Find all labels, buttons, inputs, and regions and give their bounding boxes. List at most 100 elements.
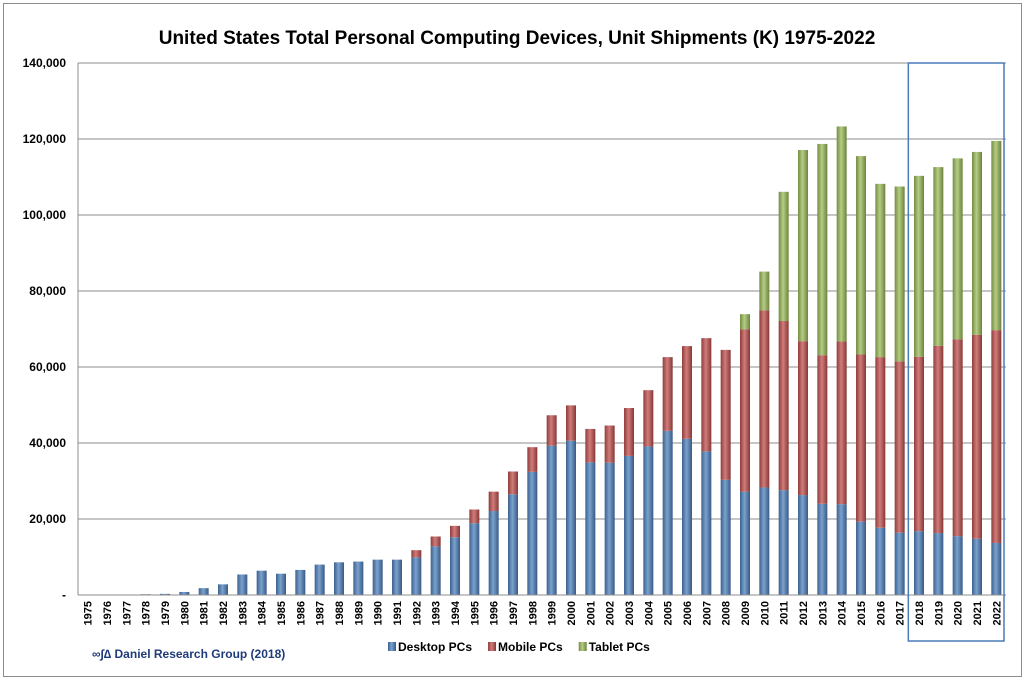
bar-desktop-pcs-2009 — [740, 491, 750, 595]
x-tick-label: 1979 — [160, 601, 172, 625]
bar-mobile-pcs-1992 — [411, 550, 422, 558]
x-tick-label: 2006 — [682, 601, 694, 625]
bar-mobile-pcs-2012 — [798, 341, 808, 496]
bar-desktop-pcs-1987 — [314, 564, 325, 595]
bar-tablet-pcs-2011 — [778, 191, 789, 322]
x-tick-label: 2019 — [933, 601, 945, 625]
bar-mobile-pcs-2011 — [778, 321, 789, 491]
x-tick-label: 1997 — [508, 601, 520, 625]
bar-tablet-pcs-2012 — [798, 150, 808, 342]
x-tick-label: 1991 — [392, 601, 404, 625]
x-tick-label: 2009 — [740, 601, 752, 625]
bar-mobile-pcs-2016 — [875, 357, 886, 528]
axes: - 20,000 40,000 60,000 80,000 100,000 120,000 1… — [23, 56, 1006, 642]
x-tick-label: 1999 — [547, 601, 559, 625]
x-tick-label: 2002 — [605, 601, 617, 625]
bar-desktop-pcs-1993 — [430, 546, 441, 595]
y-tick-label: 100,000 — [23, 208, 67, 222]
bar-desktop-pcs-1997 — [508, 494, 518, 595]
bar-desktop-pcs-2013 — [817, 503, 828, 595]
y-tick-label: - — [62, 588, 66, 602]
x-tick-label: 1993 — [431, 601, 443, 625]
x-tick-label: 1978 — [141, 601, 153, 625]
bar-desktop-pcs-1995 — [469, 523, 480, 595]
bar-desktop-pcs-1998 — [527, 471, 538, 595]
source-note: ∞∫∆ Daniel Research Group (2018) — [92, 647, 285, 661]
x-tick-label: 2003 — [624, 601, 636, 625]
x-tick-label: 2016 — [875, 601, 887, 625]
bar-mobile-pcs-2014 — [836, 341, 847, 505]
bar-mobile-pcs-2003 — [624, 408, 634, 456]
bar-desktop-pcs-2014 — [836, 504, 847, 595]
bar-mobile-pcs-2009 — [740, 329, 750, 492]
bar-desktop-pcs-2007 — [701, 451, 712, 595]
y-tick-label: 40,000 — [29, 436, 66, 450]
x-tick-label: 2010 — [759, 601, 771, 625]
legend-swatch — [578, 642, 587, 651]
bar-desktop-pcs-2021 — [972, 538, 982, 595]
legend-swatch — [488, 642, 497, 651]
bar-desktop-pcs-1988 — [334, 562, 344, 595]
bar-mobile-pcs-2018 — [914, 356, 924, 532]
legend-swatch — [388, 642, 396, 651]
x-tick-label: 2005 — [663, 601, 675, 625]
x-tick-label: 2001 — [585, 601, 597, 625]
x-tick-label: 2012 — [798, 601, 810, 625]
bar-mobile-pcs-2013 — [817, 355, 828, 504]
y-tick-label: 20,000 — [29, 512, 66, 526]
bar-desktop-pcs-2003 — [624, 455, 634, 595]
x-tick-label: 1985 — [276, 601, 288, 625]
x-tick-label: 2018 — [914, 601, 926, 625]
bar-desktop-pcs-2002 — [604, 462, 615, 595]
x-tick-label: 2004 — [643, 600, 655, 625]
bar-desktop-pcs-1980 — [179, 591, 190, 595]
bar-mobile-pcs-2010 — [759, 310, 770, 488]
bar-mobile-pcs-2001 — [585, 428, 596, 463]
bar-mobile-pcs-1998 — [527, 447, 538, 472]
bar-desktop-pcs-2004 — [643, 446, 654, 595]
chart-title: United States Total Personal Computing D… — [159, 28, 876, 49]
bar-mobile-pcs-2000 — [566, 405, 576, 441]
bar-desktop-pcs-1991 — [392, 559, 402, 595]
bar-desktop-pcs-1989 — [353, 561, 364, 595]
bar-desktop-pcs-2017 — [894, 532, 905, 595]
x-tick-label: 1994 — [450, 600, 462, 625]
bar-mobile-pcs-1995 — [469, 509, 480, 524]
bar-desktop-pcs-2019 — [933, 533, 944, 595]
legend-label: Mobile PCs — [498, 640, 563, 654]
bar-mobile-pcs-2015 — [856, 354, 866, 522]
bar-desktop-pcs-2006 — [682, 438, 692, 595]
bar-mobile-pcs-2020 — [952, 339, 963, 537]
bar-desktop-pcs-2000 — [566, 440, 576, 595]
bar-desktop-pcs-2015 — [856, 521, 866, 595]
legend-label: Tablet PCs — [589, 640, 650, 654]
bar-mobile-pcs-2004 — [643, 390, 654, 447]
bar-mobile-pcs-2002 — [604, 425, 615, 463]
bar-mobile-pcs-1996 — [488, 491, 499, 512]
x-tick-label: 2020 — [953, 601, 965, 625]
bar-desktop-pcs-1985 — [276, 573, 286, 595]
bar-tablet-pcs-2019 — [933, 167, 944, 346]
bar-desktop-pcs-2012 — [798, 495, 808, 595]
bar-desktop-pcs-1981 — [198, 588, 209, 595]
bar-mobile-pcs-2005 — [662, 357, 673, 431]
x-tick-label: 2011 — [779, 601, 791, 625]
bar-desktop-pcs-1990 — [372, 559, 383, 595]
bar-mobile-pcs-2019 — [933, 345, 944, 534]
bar-mobile-pcs-2017 — [894, 361, 905, 533]
y-tick-label: 120,000 — [23, 132, 67, 146]
bar-tablet-pcs-2017 — [894, 186, 905, 362]
bar-tablet-pcs-2022 — [991, 140, 1002, 331]
x-tick-label: 1977 — [121, 601, 133, 625]
bar-mobile-pcs-1994 — [450, 525, 460, 538]
bar-mobile-pcs-1997 — [508, 471, 518, 495]
legend: Desktop PCs Mobile PCs Tablet PCs — [388, 640, 650, 654]
x-tick-label: 2017 — [895, 601, 907, 625]
x-tick-label: 1989 — [353, 601, 365, 625]
bar-desktop-pcs-1984 — [256, 570, 267, 595]
x-tick-label: 1986 — [295, 601, 307, 625]
bar-desktop-pcs-1999 — [546, 445, 557, 595]
forecast-highlight-box — [907, 62, 1005, 642]
x-tick-label: 1981 — [199, 601, 211, 625]
